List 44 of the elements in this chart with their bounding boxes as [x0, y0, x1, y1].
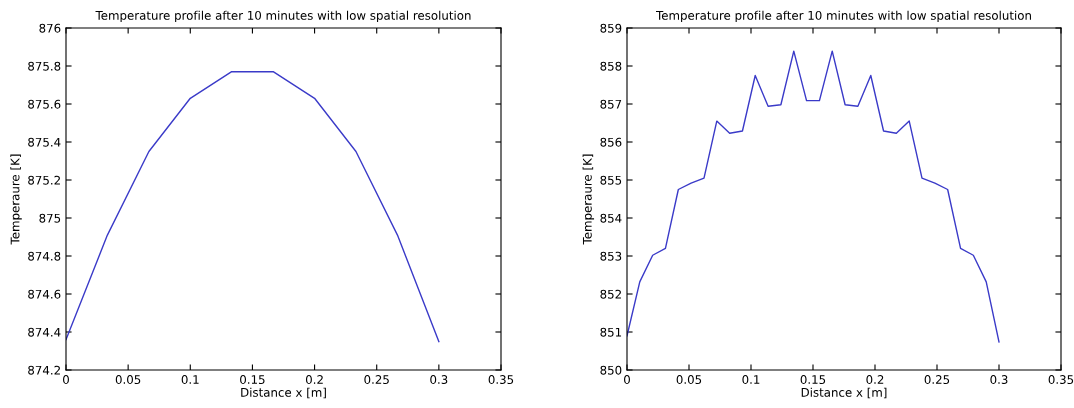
y-tick-label: 854: [600, 213, 622, 223]
y-tick-label: 874.8: [28, 251, 61, 261]
x-tick-label: 0.35: [488, 375, 514, 384]
y-tick-label: 876: [39, 23, 61, 33]
x-tick-label: 0.35: [1048, 375, 1074, 384]
y-tick-label: 858: [600, 61, 622, 71]
x-tick-label: 0.3: [990, 375, 1008, 384]
y-tick-label: 852: [600, 289, 621, 299]
y-tick-label: 853: [600, 251, 622, 261]
x-tick-label: 0.2: [305, 375, 323, 384]
x-tick-label: 0.15: [800, 375, 826, 384]
y-tick-label: 875: [39, 213, 61, 223]
line-series: [66, 71, 440, 343]
y-tick-label: 875.8: [28, 61, 61, 71]
y-tick-label: 856: [600, 137, 622, 147]
line-series: [627, 50, 1000, 343]
x-tick-label: 0.1: [742, 375, 760, 384]
y-tick-label: 857: [600, 99, 622, 109]
x-tick-label: 0.05: [676, 375, 702, 384]
chart-title: Temperature profile after 10 minutes with low spatial resolution: [656, 10, 1031, 23]
x-axis-title: Distance x [m]: [801, 387, 887, 399]
x-tick-label: 0.2: [866, 375, 884, 384]
x-axis-title: Distance x [m]: [241, 387, 326, 399]
y-tick-label: 875.6: [28, 99, 61, 109]
x-tick-label: 0.05: [115, 375, 141, 384]
y-tick-label: 859: [600, 23, 622, 33]
x-tick-label: 0.1: [181, 375, 199, 384]
x-tick-label: 0.3: [430, 375, 448, 384]
y-tick-label: 875.2: [28, 175, 60, 185]
y-tick-label: 874.2: [28, 365, 60, 375]
y-axis-title: Temperaure [K]: [582, 154, 595, 245]
y-axis-title: Temperaure [K]: [10, 154, 22, 245]
y-tick-label: 874.6: [28, 289, 61, 299]
x-tick-label: 0.25: [924, 375, 950, 384]
y-tick-label: 851: [600, 327, 622, 337]
chart-title: Temperature profile after 10 minutes with low spatial resolution: [95, 10, 471, 23]
x-tick-label: 0.25: [364, 375, 389, 384]
y-tick-label: 850: [600, 365, 622, 375]
x-tick-label: 0.15: [240, 375, 265, 384]
x-tick-label: 0: [624, 375, 630, 384]
y-tick-label: 875.4: [28, 137, 61, 147]
y-tick-label: 855: [600, 175, 622, 185]
x-tick-label: 0: [63, 375, 69, 384]
y-tick-label: 874.4: [28, 327, 61, 337]
